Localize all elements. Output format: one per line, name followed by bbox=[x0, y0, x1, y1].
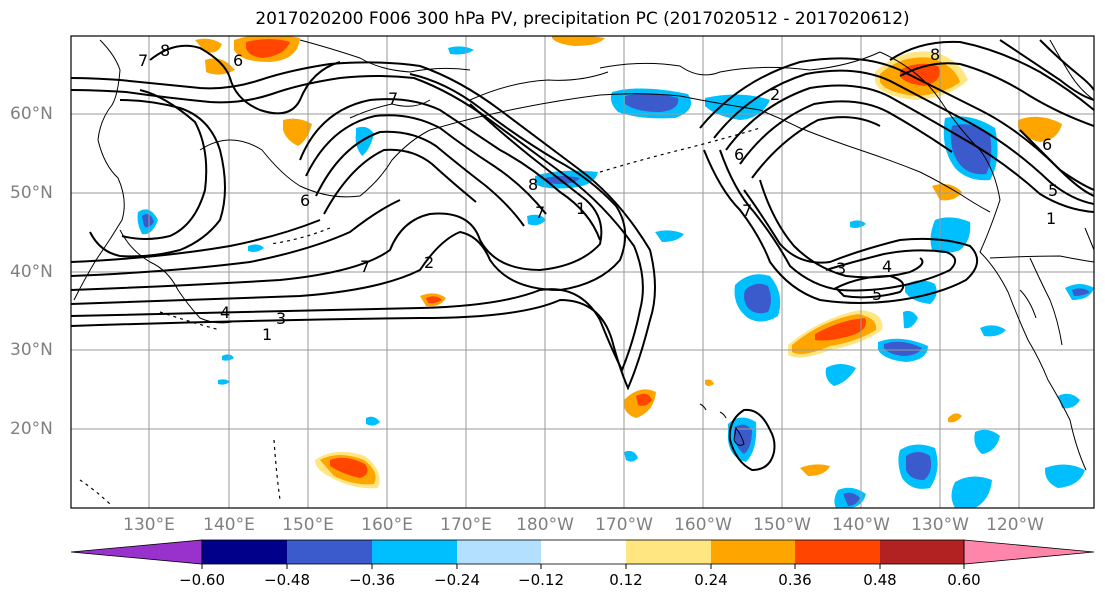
lon-label: 170°E bbox=[440, 515, 492, 535]
colorbar-extend-low bbox=[70, 539, 203, 565]
colorbar-bin bbox=[795, 540, 880, 564]
lon-label: 130°E bbox=[123, 515, 175, 535]
contour-label: 8 bbox=[528, 175, 538, 194]
lon-label: 180°W bbox=[516, 515, 574, 535]
colorbar-tick: −0.12 bbox=[518, 571, 564, 589]
contour-label: 6 bbox=[1042, 135, 1052, 154]
colorbar-bin bbox=[711, 540, 795, 564]
coastlines bbox=[73, 39, 1094, 471]
lon-label: 170°W bbox=[595, 515, 653, 535]
lon-label: 140°W bbox=[832, 515, 890, 535]
colorbar-tick: −0.36 bbox=[349, 571, 395, 589]
lon-label: 150°E bbox=[282, 515, 334, 535]
lat-label: 60°N bbox=[10, 104, 53, 124]
map-border bbox=[70, 35, 1095, 509]
contour-label: 5 bbox=[1048, 181, 1058, 200]
contour-label: 1 bbox=[576, 199, 586, 218]
contour-label: 4 bbox=[882, 257, 892, 276]
contour-label: 2 bbox=[770, 85, 780, 104]
colorbar-bin bbox=[541, 540, 626, 564]
lon-label: 130°W bbox=[911, 515, 969, 535]
lat-label: 40°N bbox=[10, 262, 53, 282]
pv-contours bbox=[71, 39, 1094, 472]
colorbar-bin bbox=[202, 540, 287, 564]
colorbar-tick: −0.24 bbox=[434, 571, 480, 589]
lon-label: 120°W bbox=[986, 515, 1044, 535]
lat-label: 30°N bbox=[10, 340, 53, 360]
lat-label: 50°N bbox=[10, 183, 53, 203]
contour-label: 6 bbox=[300, 191, 310, 210]
colorbar-tick: 0.24 bbox=[694, 571, 728, 589]
gridlines bbox=[71, 36, 1094, 508]
contour-label: 3 bbox=[276, 309, 286, 328]
colorbar-tick: 0.12 bbox=[609, 571, 643, 589]
contour-label: 6 bbox=[233, 51, 243, 70]
colorbar-bin bbox=[880, 540, 964, 564]
lon-label: 160°E bbox=[361, 515, 413, 535]
contour-label: 7 bbox=[742, 201, 752, 220]
contour-label: 1 bbox=[1046, 209, 1056, 228]
contour-label: 1 bbox=[262, 325, 272, 344]
lon-label: 160°W bbox=[674, 515, 732, 535]
colorbar bbox=[70, 539, 1095, 569]
contour-label: 8 bbox=[160, 41, 170, 60]
colorbar-bin bbox=[626, 540, 711, 564]
lat-label: 20°N bbox=[10, 419, 53, 439]
map-title: 2017020200 F006 300 hPa PV, precipitatio… bbox=[255, 9, 910, 29]
contour-labels: 7 8 6 6 7 1 2 3 4 8 7 2 6 7 3 4 5 1 5 6 … bbox=[138, 41, 1058, 344]
lon-label: 140°E bbox=[203, 515, 255, 535]
contour-label: 3 bbox=[836, 259, 846, 278]
contour-label: 7 bbox=[360, 257, 370, 276]
contour-label: 7 bbox=[388, 89, 398, 108]
lon-label: 150°W bbox=[753, 515, 811, 535]
contour-label: 2 bbox=[424, 253, 434, 272]
contour-label: 6 bbox=[734, 145, 744, 164]
colorbar-bin bbox=[287, 540, 372, 564]
colorbar-tick: 0.60 bbox=[947, 571, 981, 589]
contour-label: 5 bbox=[872, 285, 882, 304]
island-chains bbox=[79, 127, 761, 505]
contour-label: 4 bbox=[220, 303, 230, 322]
colorbar-tick: −0.48 bbox=[264, 571, 310, 589]
colorbar-extend-high bbox=[963, 539, 1095, 565]
colorbar-tick: −0.60 bbox=[179, 571, 225, 589]
colorbar-tick: 0.48 bbox=[863, 571, 897, 589]
contour-label: 7 bbox=[535, 203, 545, 222]
colorbar-tick: 0.36 bbox=[778, 571, 812, 589]
colorbar-bin bbox=[372, 540, 457, 564]
contour-label: 8 bbox=[930, 45, 940, 64]
contour-label: 7 bbox=[138, 51, 148, 70]
colorbar-bin bbox=[457, 540, 541, 564]
